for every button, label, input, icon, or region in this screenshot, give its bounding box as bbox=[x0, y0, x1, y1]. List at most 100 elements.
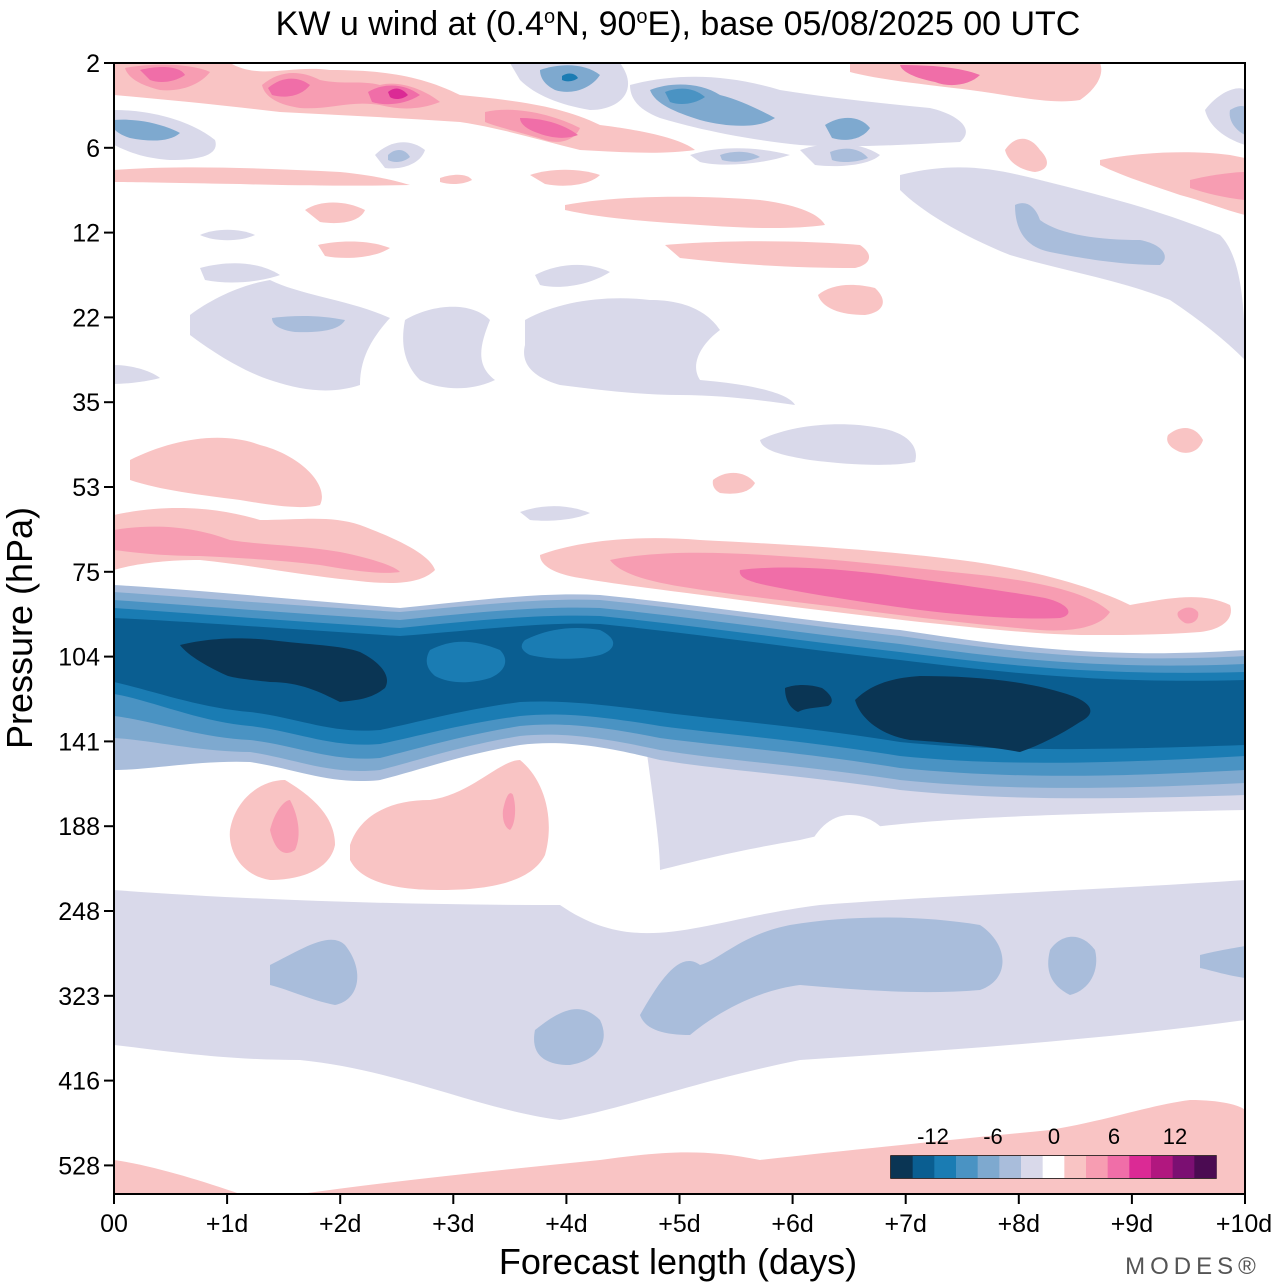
legend-label-0: 0 bbox=[1048, 1124, 1060, 1149]
contour-jet-mid-patch bbox=[426, 641, 506, 683]
legend-swatch bbox=[1194, 1156, 1217, 1178]
contour-westerly-top-4b bbox=[520, 118, 578, 138]
legend-swatch bbox=[1129, 1156, 1152, 1178]
contour-westerly-top-7 bbox=[1100, 152, 1245, 215]
y-tick-label: 53 bbox=[72, 474, 100, 502]
x-tick-label: +1d bbox=[206, 1210, 248, 1238]
legend-label-neg12: -12 bbox=[917, 1124, 949, 1149]
legend-swatch bbox=[1086, 1156, 1109, 1178]
y-tick-label: 416 bbox=[58, 1068, 100, 1096]
chart-title: KW u wind at (0.4oN, 90oE), base 05/08/2… bbox=[276, 5, 1081, 43]
legend-swatches bbox=[891, 1156, 1217, 1178]
contour-field bbox=[114, 63, 1245, 1194]
contour-easterly-top-8 bbox=[200, 229, 255, 241]
title-middle: N, 90 bbox=[555, 5, 636, 43]
contour-westerly-top-3d bbox=[388, 88, 408, 100]
contour-easterly-mid-strat-5 bbox=[114, 365, 160, 384]
legend-swatch bbox=[1042, 1156, 1065, 1178]
legend-swatch bbox=[1064, 1156, 1087, 1178]
contour-westerly-ut-2 bbox=[350, 760, 549, 890]
x-tick-label: +6d bbox=[771, 1210, 813, 1238]
contour-westerly-row-3 bbox=[565, 196, 825, 229]
contour-westerly-row-7 bbox=[318, 241, 390, 258]
contour-easterly-top-3d bbox=[825, 117, 870, 140]
contour-easterly-top-5b bbox=[830, 148, 868, 163]
y-tick-label: 22 bbox=[72, 304, 100, 332]
contour-easterly-ls-2 bbox=[520, 506, 590, 521]
contour-westerly-row-6 bbox=[305, 202, 365, 224]
contour-white-hole bbox=[805, 815, 898, 890]
legend: -12 -6 0 6 12 bbox=[890, 1124, 1217, 1179]
contour-easterly-mid-strat-4 bbox=[272, 315, 345, 333]
legend-label-12: 12 bbox=[1163, 1124, 1187, 1149]
x-tick-label: +2d bbox=[319, 1210, 361, 1238]
contour-easterly-top-6b bbox=[388, 149, 410, 162]
x-tick-label: +10d bbox=[1216, 1210, 1272, 1238]
contour-westerly-ls-4 bbox=[712, 472, 755, 494]
contour-easterly-top-3c bbox=[665, 88, 705, 105]
contour-westerly-row-8 bbox=[440, 174, 472, 185]
contour-easterly-top-4b bbox=[720, 151, 760, 162]
y-tick-label: 188 bbox=[58, 813, 100, 841]
legend-swatch bbox=[1151, 1156, 1174, 1178]
legend-swatch bbox=[1107, 1156, 1130, 1178]
x-tick-label: +4d bbox=[545, 1210, 587, 1238]
contour-easterly-lower-4 bbox=[640, 917, 1003, 1035]
contour-westerly-ls-2 bbox=[130, 437, 322, 508]
contour-jet-core-3 bbox=[785, 685, 832, 712]
contour-westerly-top-6 bbox=[1005, 138, 1047, 172]
contour-easterly-top-2c bbox=[562, 73, 578, 82]
contour-easterly-mid-strat-3 bbox=[524, 298, 795, 405]
legend-swatch bbox=[934, 1156, 957, 1178]
contour-easterly-lower-2 bbox=[270, 939, 358, 1005]
contour-easterly-top-7b bbox=[1229, 105, 1245, 135]
contour-easterly-top-7 bbox=[1205, 88, 1245, 145]
y-tick-label: 12 bbox=[72, 220, 100, 248]
y-tick-label: 2 bbox=[86, 50, 100, 78]
contour-easterly-lower-3 bbox=[534, 1009, 604, 1065]
contour-westerly-ls-3 bbox=[114, 526, 400, 573]
legend-swatch bbox=[891, 1156, 914, 1178]
contour-westerly-top-2b bbox=[140, 67, 185, 83]
legend-swatch bbox=[912, 1156, 935, 1178]
y-tick-label: 6 bbox=[86, 135, 100, 163]
contour-easterly-lower-5 bbox=[1048, 936, 1097, 995]
x-axis-title: Forecast length (days) bbox=[499, 1241, 857, 1282]
x-tick-label: +7d bbox=[884, 1210, 926, 1238]
contour-easterly-mid-strat bbox=[190, 280, 390, 391]
contour-jet-core-2 bbox=[855, 676, 1091, 752]
contour-westerly-row-5 bbox=[818, 284, 883, 315]
y-axis: 2 6 12 22 35 53 75 104 141 188 248 323 416 528 bbox=[58, 50, 114, 1180]
legend-swatch bbox=[956, 1156, 979, 1178]
contour-easterly-mid-strat-2 bbox=[403, 306, 495, 389]
contour-jet-core-1 bbox=[180, 638, 388, 702]
contour-westerly-top-7b bbox=[1190, 172, 1245, 200]
y-tick-label: 248 bbox=[58, 898, 100, 926]
legend-swatch bbox=[1021, 1156, 1044, 1178]
contour-easterly-us-right-2 bbox=[1015, 203, 1165, 265]
x-tick-label: +5d bbox=[658, 1210, 700, 1238]
legend-swatch bbox=[999, 1156, 1022, 1178]
contour-westerly-upper-jet-4 bbox=[1177, 607, 1199, 624]
contour-westerly-top-5b bbox=[900, 65, 980, 86]
modes-watermark: MODES® bbox=[1125, 1253, 1261, 1280]
y-tick-label: 104 bbox=[58, 644, 100, 672]
contour-westerly-upper-jet-3 bbox=[739, 567, 1069, 619]
x-tick-label: +9d bbox=[1111, 1210, 1153, 1238]
contour-westerly-row-2 bbox=[530, 169, 600, 186]
title-suffix: E), base 05/08/2025 00 UTC bbox=[648, 5, 1081, 43]
y-axis-title: Pressure (hPa) bbox=[0, 507, 40, 749]
y-tick-label: 528 bbox=[58, 1152, 100, 1180]
contour-westerly-row-4 bbox=[665, 241, 870, 268]
contour-westerly-top-3b bbox=[268, 78, 310, 97]
title-degree-1: o bbox=[544, 6, 555, 28]
legend-swatch bbox=[977, 1156, 1000, 1178]
contour-easterly-mid-strat-7 bbox=[535, 264, 610, 287]
contour-westerly-bottom-1 bbox=[114, 1160, 240, 1194]
contour-jet-mid-patch-2 bbox=[521, 628, 614, 659]
contour-westerly-ut-2b bbox=[502, 793, 516, 830]
title-degree-2: o bbox=[636, 6, 647, 28]
contour-easterly-top-1b bbox=[114, 119, 180, 141]
title-prefix: KW u wind at (0.4 bbox=[276, 5, 544, 43]
